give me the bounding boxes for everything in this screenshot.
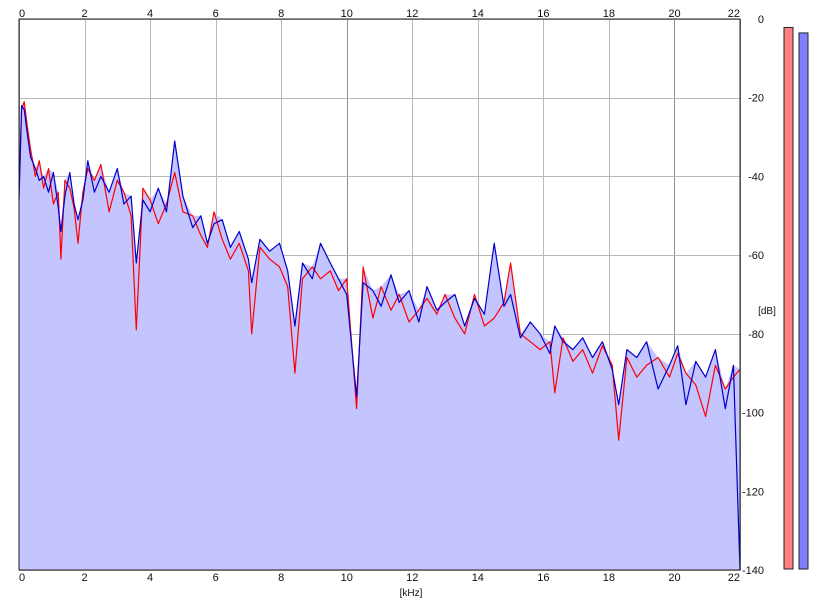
top-x-tick-label: 4 bbox=[147, 8, 153, 20]
bottom-x-tick-label: 4 bbox=[147, 572, 153, 584]
top-x-tick-label: 16 bbox=[537, 8, 549, 20]
bottom-x-tick-label: 10 bbox=[341, 572, 353, 584]
top-x-tick-label: 12 bbox=[406, 8, 418, 20]
bottom-x-tick-label: 0 bbox=[19, 572, 25, 584]
top-x-tick-labels: 0 2 4 6 8 10 12 14 16 18 20 22 bbox=[19, 8, 740, 20]
right-level-meter bbox=[798, 32, 809, 570]
top-x-tick-label: 8 bbox=[278, 8, 284, 20]
y-tick-label: -80 bbox=[748, 329, 764, 341]
top-x-tick-label: 22 bbox=[728, 8, 740, 20]
y-tick-label: -100 bbox=[742, 408, 764, 420]
y-axis-label: [dB] bbox=[758, 306, 776, 317]
top-x-tick-label: 20 bbox=[668, 8, 680, 20]
top-x-tick-label: 14 bbox=[472, 8, 484, 20]
y-tick-label: -60 bbox=[748, 250, 764, 262]
plot-border bbox=[18, 18, 741, 571]
top-x-tick-label: 0 bbox=[19, 8, 25, 20]
bottom-x-tick-label: 14 bbox=[472, 572, 484, 584]
y-tick-label: -20 bbox=[748, 93, 764, 105]
y-tick-label: -140 bbox=[742, 565, 764, 577]
bottom-x-tick-label: 22 bbox=[728, 572, 740, 584]
bottom-x-tick-label: 2 bbox=[81, 572, 87, 584]
y-tick-label: -40 bbox=[748, 171, 764, 183]
top-x-tick-label: 6 bbox=[213, 8, 219, 20]
x-axis-label: [kHz] bbox=[400, 588, 423, 599]
bottom-x-tick-label: 18 bbox=[603, 572, 615, 584]
y-tick-labels: 0 -20 -40 -60 -80 -100 -120 -140 bbox=[742, 14, 764, 577]
blue-series-line bbox=[18, 105, 741, 571]
bottom-x-tick-label: 12 bbox=[406, 572, 418, 584]
red-series-line bbox=[18, 101, 741, 441]
bottom-x-tick-label: 8 bbox=[278, 572, 284, 584]
bottom-x-tick-label: 6 bbox=[213, 572, 219, 584]
bottom-x-tick-label: 20 bbox=[668, 572, 680, 584]
bottom-x-tick-labels: 0 2 4 6 8 10 12 14 16 18 20 22 bbox=[19, 572, 740, 584]
top-x-tick-label: 18 bbox=[603, 8, 615, 20]
y-tick-label: -120 bbox=[742, 486, 764, 498]
level-meters bbox=[783, 26, 809, 570]
top-x-tick-label: 10 bbox=[341, 8, 353, 20]
bottom-x-tick-label: 16 bbox=[537, 572, 549, 584]
y-tick-label: 0 bbox=[758, 14, 764, 26]
left-level-meter bbox=[783, 26, 794, 570]
top-x-tick-label: 2 bbox=[81, 8, 87, 20]
